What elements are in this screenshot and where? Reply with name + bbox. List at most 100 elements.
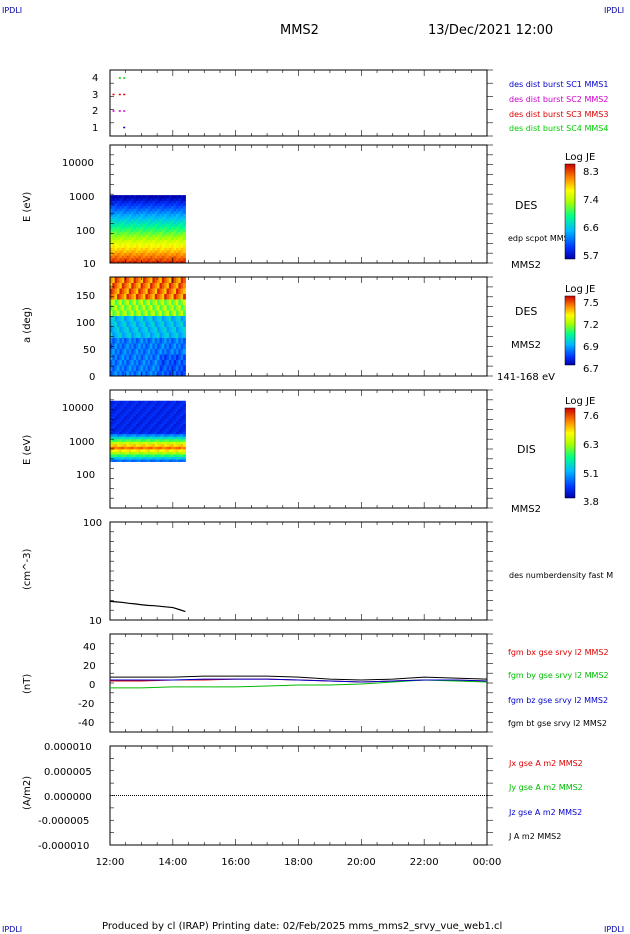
des-energy-cell: [128, 218, 132, 222]
dis-energy-cell: [119, 418, 123, 422]
des-energy-cell: [164, 213, 168, 217]
dis-energy-cell: [138, 413, 142, 417]
dis-energy-cell: [175, 426, 179, 430]
dis-energy-cell: [114, 436, 118, 440]
des-energy-cell: [154, 249, 158, 254]
des-energy-cell: [145, 200, 149, 204]
des-energy-cell: [166, 210, 170, 214]
des-energy-ytick-1000: 1000: [69, 192, 94, 203]
des-pitch-cell: [175, 315, 179, 322]
dis-energy-cell: [178, 410, 182, 414]
des-pitch-cell: [175, 277, 179, 283]
dis-energy-cell: [154, 405, 158, 409]
dis-energy-cell: [140, 448, 144, 452]
des-pitch-cell: [164, 354, 168, 360]
des-energy-cell: [124, 229, 127, 233]
des-energy-cell: [131, 195, 135, 199]
dis-energy-cell: [119, 446, 123, 450]
dis-energy-cell: [124, 415, 127, 419]
dis-energy-cell: [150, 446, 153, 450]
des-energy-ytick-10: 10: [83, 259, 96, 270]
dis-energy-cell: [154, 431, 158, 435]
panel-burst-frame: [109, 69, 488, 137]
des-pitch-cell: [114, 310, 118, 316]
dis-energy-cell: [110, 421, 113, 425]
dis-energy-cell: [117, 408, 120, 412]
dis-energy-cell: [150, 451, 153, 455]
des-pitch-cell: [126, 293, 130, 300]
dis-energy-cell: [112, 451, 116, 455]
des-energy-cell: [147, 216, 151, 220]
des-energy-cell: [140, 226, 144, 230]
des-energy-cell: [133, 200, 137, 204]
panel-des-energy: 10000 1000 100 10 E (eV) DES edp scpot M…: [22, 144, 599, 271]
des-pitch-cell: [117, 277, 120, 283]
des-energy-cell: [131, 234, 135, 238]
dis-energy-cell: [154, 415, 158, 419]
dis-energy-cell: [164, 446, 168, 450]
dis-energy-cell: [110, 451, 113, 455]
des-pitch-cell: [159, 365, 163, 371]
des-energy-cell: [126, 236, 130, 241]
des-energy-cell: [119, 242, 123, 246]
dis-energy-cell: [119, 408, 123, 412]
dis-energy-cell: [138, 410, 142, 414]
des-energy-cell: [140, 247, 144, 251]
dis-energy-cell: [121, 453, 125, 457]
des-energy-cell: [180, 239, 184, 243]
des-energy-cell: [173, 218, 177, 222]
dis-energy-cell: [114, 421, 118, 425]
des-energy-cell: [166, 202, 170, 207]
dis-energy-cell: [133, 423, 137, 427]
dis-energy-cell: [114, 426, 118, 430]
des-pitch-cell: [171, 348, 175, 355]
dis-energy-cell: [183, 436, 186, 440]
des-pitch-cell: [178, 277, 182, 283]
des-pitch-cell: [140, 282, 144, 289]
des-energy-cell: [168, 252, 172, 256]
des-energy-cell: [145, 257, 149, 261]
des-energy-cell: [112, 221, 116, 225]
des-energy-cell: [173, 208, 177, 212]
des-energy-cell: [150, 210, 153, 214]
des-energy-cell: [171, 213, 175, 217]
dis-energy-cell: [173, 415, 177, 419]
des-energy-cell: [157, 200, 160, 204]
dis-energy-cell: [180, 426, 184, 430]
des-pitch-cell: [161, 299, 165, 305]
dis-energy-cell: [128, 413, 132, 417]
des-pitch-cell: [159, 326, 163, 333]
dis-energy-cell: [110, 431, 113, 435]
dis-energy-cell: [133, 456, 137, 460]
dis-energy-cell: [142, 453, 146, 457]
des-pitch-cell: [117, 315, 120, 322]
des-energy-cell: [175, 226, 179, 230]
des-pitch-cell: [171, 332, 175, 338]
des-pitch-cell: [150, 332, 153, 338]
dis-energy-cell: [140, 423, 144, 427]
dis-energy-cell: [183, 451, 186, 455]
des-energy-cell: [119, 244, 123, 248]
des-pitch-cell: [140, 365, 144, 371]
dis-energy-cell: [150, 438, 153, 442]
dis-energy-cell: [142, 456, 146, 460]
dis-energy-cell: [126, 400, 130, 404]
dis-energy-cell: [112, 403, 116, 407]
dis-energy-cell: [133, 413, 137, 417]
des-pitch-cell: [164, 370, 168, 377]
des-energy-cell: [110, 244, 113, 248]
des-energy-cell: [161, 244, 165, 248]
dis-energy-cell: [145, 413, 149, 417]
dis-energy-cell: [168, 456, 172, 460]
dis-energy-cell: [173, 403, 177, 407]
des-pitch-cell: [124, 365, 127, 371]
dis-energy-cell: [171, 428, 175, 432]
des-energy-cell: [131, 208, 135, 212]
des-energy-cell: [124, 218, 127, 222]
dis-energy-cell: [119, 433, 123, 437]
des-energy-cell: [157, 244, 160, 248]
des-pitch-cell: [142, 310, 146, 316]
des-energy-cell: [173, 200, 177, 204]
des-energy-cell: [126, 223, 130, 227]
dis-energy-cell: [145, 415, 149, 419]
